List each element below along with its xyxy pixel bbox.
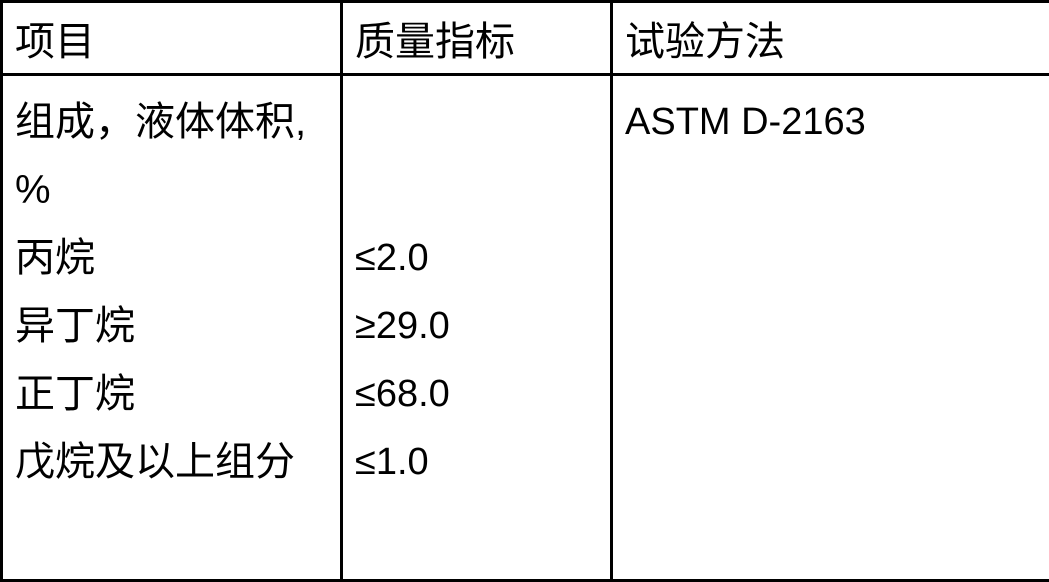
table-row: 组成，液体体积, % 丙烷 异丁烷 正丁烷 戊烷及以上组分 ≤2.0 ≥29.0… [2,75,1049,581]
item-line: % [15,156,328,224]
quality-leading-space [355,88,598,224]
method-value: ASTM D-2163 [625,88,1037,156]
table-header-row: 项目 质量指标 试验方法 [2,2,1049,75]
quality-lines: ≤2.0 ≥29.0 ≤68.0 ≤1.0 [355,88,598,496]
quality-line: ≤1.0 [355,428,598,496]
col-header-quality: 质量指标 [342,2,612,75]
item-line: 正丁烷 [15,360,328,428]
col-header-method: 试验方法 [612,2,1049,75]
quality-line: ≥29.0 [355,292,598,360]
cell-quality: ≤2.0 ≥29.0 ≤68.0 ≤1.0 [342,75,612,581]
cell-method: ASTM D-2163 [612,75,1049,581]
item-line: 戊烷及以上组分 [15,428,328,496]
spec-table-container: 项目 质量指标 试验方法 组成，液体体积, % 丙烷 异丁烷 正丁烷 戊烷及以上… [0,0,1049,582]
item-line: 异丁烷 [15,292,328,360]
quality-line: ≤2.0 [355,224,598,292]
item-lines: 组成，液体体积, % 丙烷 异丁烷 正丁烷 戊烷及以上组分 [15,88,328,496]
method-lines: ASTM D-2163 [625,88,1037,156]
cell-item: 组成，液体体积, % 丙烷 异丁烷 正丁烷 戊烷及以上组分 [2,75,342,581]
item-line: 组成，液体体积, [15,88,328,156]
spec-table: 项目 质量指标 试验方法 组成，液体体积, % 丙烷 异丁烷 正丁烷 戊烷及以上… [0,0,1049,582]
quality-line: ≤68.0 [355,360,598,428]
item-line: 丙烷 [15,224,328,292]
col-header-item: 项目 [2,2,342,75]
